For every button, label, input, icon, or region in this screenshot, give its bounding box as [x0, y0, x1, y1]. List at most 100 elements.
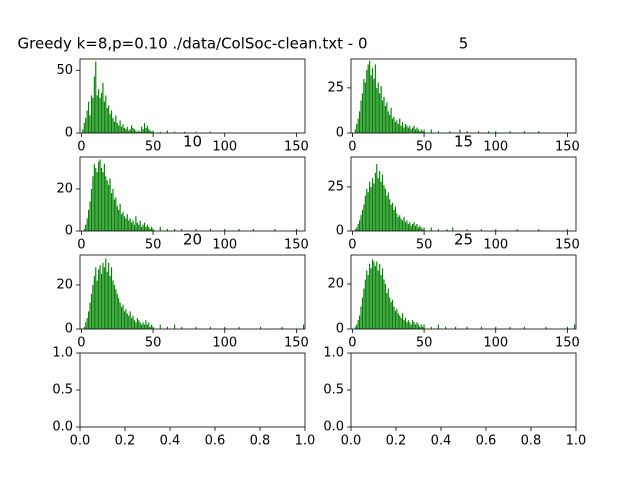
- x-tick-label: 50: [416, 140, 433, 155]
- bar: [545, 326, 547, 329]
- y-tick-label: 0.0: [323, 420, 344, 435]
- bar: [166, 326, 168, 329]
- bar: [366, 188, 368, 231]
- bar: [437, 131, 439, 133]
- bar: [495, 131, 497, 133]
- bar: [86, 110, 88, 133]
- bar: [133, 224, 136, 231]
- bar: [92, 176, 94, 231]
- bar: [99, 265, 101, 329]
- bar: [387, 111, 389, 133]
- bar: [516, 229, 518, 231]
- bar: [380, 181, 382, 231]
- bar: [174, 228, 176, 231]
- bar: [371, 259, 374, 329]
- bar: [377, 82, 379, 133]
- bar: [89, 115, 91, 133]
- bar: [393, 209, 395, 231]
- bar: [252, 228, 254, 231]
- bar: [152, 130, 154, 133]
- bar: [356, 227, 358, 231]
- bar: [364, 195, 366, 231]
- bar: [370, 75, 372, 133]
- bar: [88, 209, 90, 231]
- x-tick-label: 0: [348, 336, 356, 351]
- bar: [108, 105, 110, 133]
- bar: [106, 271, 108, 329]
- bar: [106, 107, 108, 133]
- bar: [126, 214, 128, 231]
- bar: [402, 220, 404, 231]
- bar: [430, 227, 432, 231]
- bar: [110, 193, 113, 231]
- bar: [120, 214, 123, 231]
- bar: [391, 202, 394, 231]
- bar: [122, 124, 124, 133]
- bar: [123, 216, 125, 231]
- bar: [116, 205, 118, 231]
- bar: [399, 315, 401, 329]
- bar: [209, 326, 211, 329]
- x-tick-label: 100: [212, 238, 237, 253]
- bar: [437, 229, 439, 231]
- bar: [238, 326, 240, 329]
- bar: [419, 326, 421, 329]
- bar: [116, 293, 118, 329]
- x-tick-label: 0: [348, 140, 356, 155]
- bar: [466, 326, 468, 329]
- bar: [373, 183, 375, 231]
- bar: [145, 226, 147, 231]
- bar: [96, 95, 98, 133]
- bar: [387, 192, 389, 231]
- bar: [143, 222, 146, 231]
- bar: [95, 167, 97, 231]
- bar: [354, 229, 356, 231]
- bar: [135, 322, 137, 329]
- bar: [141, 226, 143, 231]
- axes-frame: [350, 352, 577, 428]
- axes-frame: [350, 156, 577, 232]
- subplot-title: 15: [454, 133, 473, 151]
- bar: [354, 326, 356, 329]
- bar: [90, 188, 93, 231]
- bar: [371, 178, 374, 231]
- bar: [102, 262, 104, 329]
- bar: [133, 129, 136, 133]
- bar: [538, 229, 540, 231]
- bar: [477, 131, 480, 133]
- bar: [423, 227, 425, 231]
- bar: [108, 184, 110, 231]
- subplot-title: Greedy k=8,p=0.10 ./data/ColSoc-clean.tx…: [18, 35, 368, 53]
- bar: [412, 223, 414, 231]
- bar: [377, 178, 379, 231]
- bar: [459, 129, 461, 133]
- x-tick-label: 100: [212, 140, 237, 155]
- bar: [174, 131, 176, 133]
- bar: [446, 229, 448, 231]
- bar: [409, 222, 411, 231]
- bar: [361, 93, 364, 133]
- subplot-title: 20: [183, 231, 202, 249]
- bar: [295, 228, 297, 231]
- y-tick-label: 0: [65, 224, 73, 239]
- bar: [122, 212, 124, 231]
- bar: [367, 192, 369, 231]
- bar: [416, 127, 418, 133]
- bar: [141, 324, 143, 329]
- bar: [85, 224, 87, 231]
- bar: [409, 125, 411, 133]
- bar: [380, 86, 382, 133]
- x-tick-label: 0.0: [341, 434, 362, 449]
- bar: [412, 320, 414, 329]
- bar: [100, 273, 103, 329]
- bar: [122, 304, 124, 329]
- bar: [379, 263, 381, 329]
- bar: [132, 127, 134, 133]
- bar: [420, 324, 422, 329]
- x-tick-label: 0.4: [160, 434, 181, 449]
- y-tick-label: 0.5: [323, 383, 344, 398]
- bar: [416, 322, 418, 329]
- bar: [120, 126, 123, 133]
- x-tick-label: 150: [555, 238, 580, 253]
- bar: [138, 224, 140, 231]
